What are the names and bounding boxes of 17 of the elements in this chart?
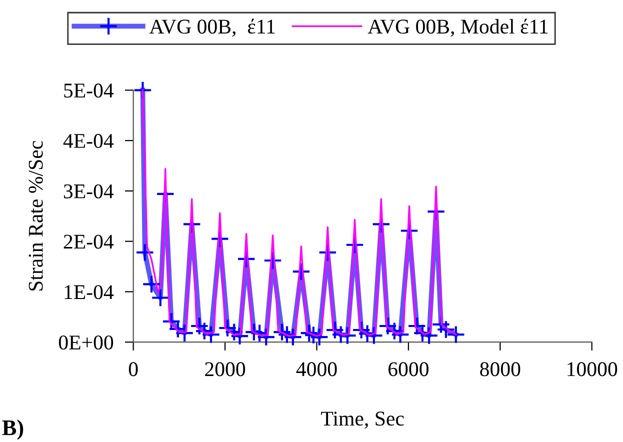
y-tick-label: 2E-04 [64, 234, 114, 249]
y-axis-title: Strain Rate %/Sec [28, 140, 43, 291]
text: B) [2, 420, 24, 440]
y-tick-label: 1E-04 [64, 285, 114, 300]
x-tick-label: 4000 [296, 362, 337, 376]
x-axis-title: Time, Sec [321, 412, 404, 429]
legend-label: AVG 00B, Model έ11 [368, 18, 548, 37]
y-tick-label: 3E-04 [64, 184, 114, 198]
y-tick-label: 0E+00 [58, 335, 114, 350]
x-tick-label: 10000 [568, 362, 618, 376]
y-tick-label: 5E-04 [64, 84, 114, 98]
legend-label: AVG 00B, έ11 [149, 18, 275, 37]
y-tick-label: 4E-04 [63, 134, 114, 148]
x-tick-label: 8000 [480, 362, 520, 376]
x-tick-label: 2000 [205, 362, 246, 376]
x-tick-label: 0 [128, 362, 138, 376]
x-tick-label: 6000 [388, 362, 428, 376]
